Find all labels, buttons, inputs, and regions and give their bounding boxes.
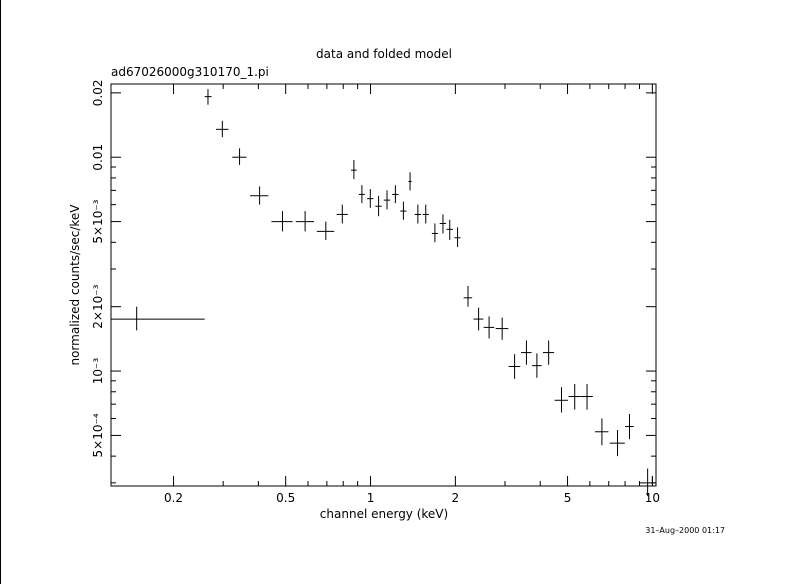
data-point: [431, 223, 438, 243]
data-point: [463, 285, 473, 307]
x-tick-label: 10: [645, 491, 660, 505]
data-point: [295, 211, 314, 232]
data-point: [408, 172, 412, 191]
window-left-border: [0, 0, 1, 584]
x-tick-label: 5: [564, 491, 572, 505]
data-point: [414, 204, 421, 224]
y-tick-label: 0.02: [91, 79, 105, 106]
y-tick-label: 5×10⁻³: [91, 199, 105, 243]
data-point: [609, 430, 625, 457]
data-point: [446, 219, 453, 241]
x-tick-label: 1: [367, 491, 375, 505]
data-point: [375, 195, 382, 217]
data-series: [111, 89, 656, 497]
chart-subtitle: ad67026000g310170_1.pi: [111, 65, 269, 79]
data-point: [531, 353, 542, 378]
y-axis: 5×10⁻⁴ 10⁻³ 2×10⁻³ 5×10⁻³ 0.01 0.02: [91, 79, 656, 484]
data-point: [204, 89, 212, 105]
y-axis-label: normalized counts/sec/keV: [68, 204, 82, 366]
data-point: [316, 221, 335, 241]
data-point: [400, 201, 407, 220]
data-point: [639, 468, 656, 497]
data-point: [595, 418, 609, 446]
y-tick-label: 0.01: [91, 144, 105, 171]
data-point: [216, 120, 229, 138]
x-axis: 0.2 0.5 1 2 5 10: [164, 84, 660, 505]
data-point: [542, 340, 555, 365]
data-point: [483, 316, 495, 339]
y-tick-label: 10⁻³: [91, 358, 105, 385]
chart-title: data and folded model: [316, 47, 452, 61]
data-point: [568, 383, 581, 410]
data-point: [367, 189, 374, 208]
data-point: [508, 354, 521, 379]
data-point: [250, 186, 269, 205]
data-point: [625, 413, 634, 440]
x-tick-label: 0.2: [164, 491, 183, 505]
data-point: [439, 214, 447, 234]
data-point: [495, 317, 509, 340]
y-tick-label: 5×10⁻⁴: [91, 413, 105, 457]
data-point: [336, 204, 348, 224]
data-point: [358, 185, 365, 204]
x-tick-label: 0.5: [276, 491, 295, 505]
y-tick-label: 2×10⁻³: [91, 284, 105, 328]
timestamp: 31–Aug–2000 01:17: [645, 526, 725, 535]
plot-frame: [110, 83, 657, 487]
data-point: [111, 306, 205, 331]
x-tick-label: 2: [452, 491, 460, 505]
data-point: [521, 340, 532, 365]
data-point: [473, 307, 484, 331]
data-point: [454, 227, 461, 248]
x-axis-label: channel energy (keV): [320, 507, 448, 521]
data-point: [232, 148, 247, 165]
data-point: [392, 185, 399, 204]
data-point: [351, 160, 357, 180]
data-point: [422, 204, 429, 224]
data-point: [383, 190, 391, 210]
data-point: [271, 211, 293, 232]
data-point: [554, 387, 568, 413]
data-point: [580, 383, 593, 410]
